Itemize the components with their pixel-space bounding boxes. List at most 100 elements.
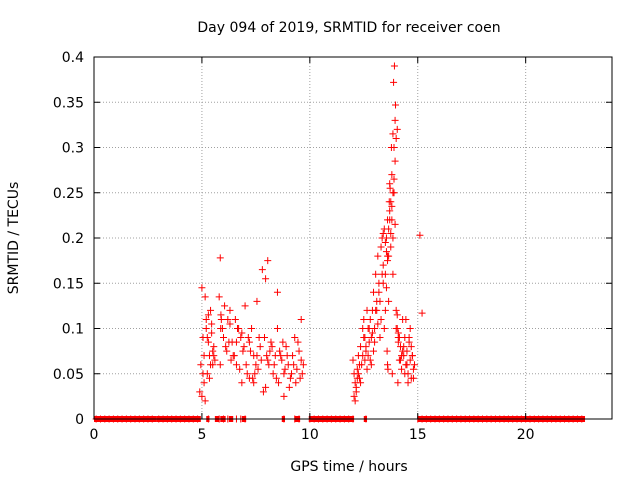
data-point <box>402 315 410 323</box>
data-point <box>282 343 290 351</box>
data-point <box>259 388 267 396</box>
data-point <box>197 361 205 369</box>
data-point <box>371 338 379 346</box>
data-point <box>267 338 275 346</box>
data-point <box>269 370 277 378</box>
data-point <box>403 361 411 369</box>
data-point <box>385 198 393 206</box>
data-point <box>388 171 396 179</box>
data-point <box>299 361 307 369</box>
data-point <box>294 338 302 346</box>
x-tick-labels: 0 5 10 15 20 <box>90 427 535 443</box>
data-point <box>275 379 283 387</box>
data-point <box>254 365 262 373</box>
data-point <box>226 306 234 314</box>
data-point <box>262 275 270 283</box>
data-point <box>377 243 385 251</box>
data-point <box>384 252 392 260</box>
data-point <box>392 306 400 314</box>
data-point <box>372 270 380 278</box>
data-point <box>368 329 376 337</box>
axis-ticks <box>93 56 612 420</box>
data-point <box>367 334 375 342</box>
data-point <box>208 320 216 328</box>
data-point <box>273 325 281 332</box>
x-tick-label: 0 <box>90 427 99 443</box>
data-point <box>389 189 397 197</box>
data-point <box>216 254 224 262</box>
data-point <box>361 356 369 364</box>
x-tick-label: 15 <box>409 427 427 443</box>
data-point <box>232 338 240 346</box>
data-point <box>377 315 385 323</box>
x-tick-label: 20 <box>517 427 535 443</box>
data-point <box>382 248 390 256</box>
data-point <box>357 379 365 387</box>
data-point <box>392 134 400 142</box>
data-point <box>388 216 396 224</box>
data-point <box>418 309 426 317</box>
data-point <box>279 338 287 346</box>
data-point <box>252 361 260 369</box>
data-point <box>264 356 272 364</box>
data-point <box>236 365 244 373</box>
data-point <box>208 329 216 337</box>
data-point <box>351 397 359 405</box>
data-point <box>387 243 395 251</box>
y-tick-label: 0.4 <box>62 50 84 66</box>
y-axis-label: SRMTID / TECUs <box>6 182 22 295</box>
data-point <box>204 311 212 319</box>
data-point <box>391 220 399 228</box>
data-point <box>224 315 232 323</box>
data-point <box>298 370 306 378</box>
data-point <box>360 315 368 323</box>
data-point <box>207 306 215 314</box>
x-tick-label: 5 <box>197 427 206 443</box>
data-point <box>276 347 284 355</box>
data-point <box>232 361 240 369</box>
data-point <box>393 125 401 133</box>
data-point <box>386 207 394 215</box>
data-point <box>266 347 274 355</box>
data-point <box>372 306 380 314</box>
data-point <box>382 284 390 292</box>
data-point <box>205 374 213 382</box>
data-point <box>297 356 305 364</box>
data-point <box>384 365 392 373</box>
data-point <box>367 361 375 369</box>
data-point <box>241 302 249 310</box>
data-point <box>200 379 208 387</box>
data-point <box>376 334 384 342</box>
x-tick-label: 10 <box>301 427 319 443</box>
data-point <box>203 334 211 342</box>
data-points <box>92 62 586 423</box>
y-tick-label: 0.15 <box>53 276 84 292</box>
data-point <box>385 225 393 233</box>
data-point <box>202 315 210 323</box>
data-point <box>273 288 281 296</box>
data-point <box>211 356 219 364</box>
data-point <box>204 338 212 346</box>
data-point <box>404 379 412 387</box>
data-point <box>217 311 225 319</box>
data-point <box>216 361 224 369</box>
y-tick-label: 0.05 <box>53 367 84 383</box>
data-point <box>400 343 408 351</box>
data-point <box>296 374 304 382</box>
data-point <box>257 356 265 364</box>
data-point <box>392 325 400 332</box>
data-point <box>293 365 301 373</box>
data-point <box>353 365 361 373</box>
data-point <box>253 297 261 305</box>
data-point <box>381 306 389 314</box>
data-point <box>378 270 386 278</box>
data-point <box>263 352 271 360</box>
data-point <box>394 379 402 387</box>
data-point <box>286 374 294 382</box>
data-point <box>407 343 415 351</box>
data-point <box>244 334 252 342</box>
y-tick-label: 0 <box>75 412 84 428</box>
data-point <box>389 130 397 138</box>
data-point <box>354 370 362 378</box>
